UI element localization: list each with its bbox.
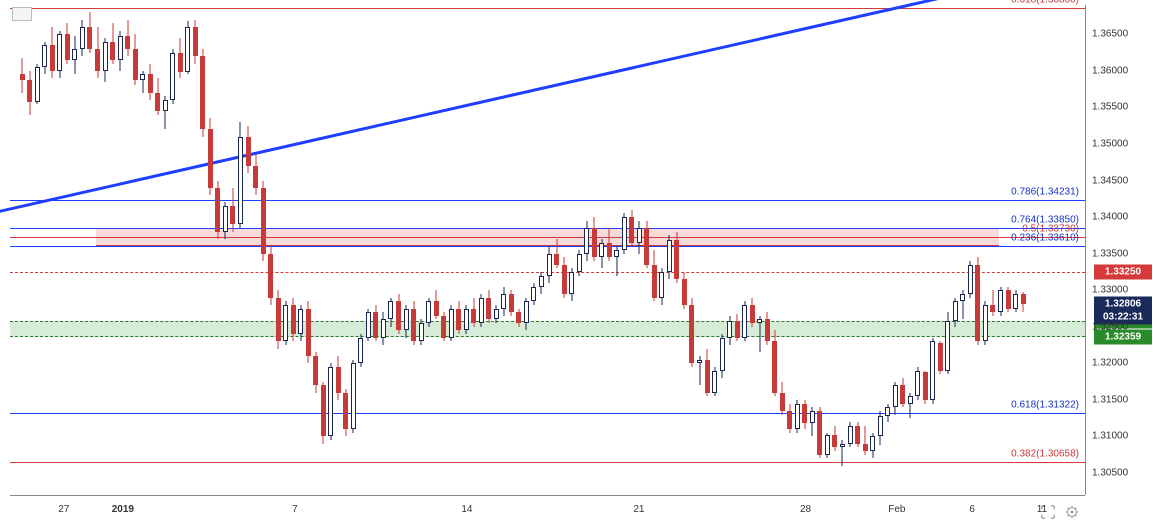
x-tick-label: Feb: [888, 504, 905, 515]
x-tick-label: 7: [292, 504, 298, 515]
fib-line: [10, 228, 1085, 229]
y-tick-label: 1.34500: [1092, 175, 1128, 186]
plot-area[interactable]: 0.618(1.36860)0.786(1.34231)0.764(1.3385…: [10, 5, 1085, 495]
x-tick-label: 21: [633, 504, 644, 515]
chart-container: 0.618(1.36860)0.786(1.34231)0.764(1.3385…: [0, 0, 1153, 523]
fib-label: 0.618(1.31322): [1011, 399, 1079, 410]
x-tick-label: 28: [800, 504, 811, 515]
timeframe-icon[interactable]: [12, 7, 32, 21]
fib-label: 0.786(1.34231): [1011, 187, 1079, 198]
fib-label: 0.618(1.36860): [1011, 0, 1079, 5]
fib-label: 0.382(1.30658): [1011, 448, 1079, 459]
y-tick-label: 1.32500: [1092, 321, 1128, 332]
fib-line: [10, 237, 1085, 238]
x-tick-label: 11: [1037, 504, 1047, 515]
y-tick-label: 1.31000: [1092, 431, 1128, 442]
fib-line: [10, 8, 1085, 9]
y-tick-label: 1.30500: [1092, 468, 1128, 479]
fib-line: [10, 462, 1085, 463]
fib-line: [10, 413, 1085, 414]
x-tick-label: 6: [969, 504, 975, 515]
y-tick-label: 1.33500: [1092, 248, 1128, 259]
y-tick-label: 1.31500: [1092, 394, 1128, 405]
y-tick-label: 1.36500: [1092, 29, 1128, 40]
y-tick-label: 1.34000: [1092, 212, 1128, 223]
green-zone: [10, 321, 1085, 338]
y-tick-label: 1.32000: [1092, 358, 1128, 369]
fib-label: 0.236(1.33610): [1011, 232, 1079, 243]
x-tick-label: 14: [461, 504, 472, 515]
y-tick-label: 1.36000: [1092, 65, 1128, 76]
x-axis: 27 2019 7 14 21 28 Feb 6 11: [10, 495, 1085, 523]
y-tick-label: 1.35500: [1092, 102, 1128, 113]
fib-line: [10, 200, 1085, 201]
x-tick-label: 27: [58, 504, 69, 515]
y-tick-label: 1.35000: [1092, 138, 1128, 149]
y-tick-label: 1.33000: [1092, 285, 1128, 296]
settings-icon[interactable]: [1065, 505, 1079, 519]
y-axis: 1.30500 1.31000 1.31500 1.32000 1.32500 1.330…: [1085, 5, 1153, 495]
x-tick-label: 2019: [112, 504, 134, 515]
trend-line: [0, 0, 999, 213]
fib-line: [10, 246, 1085, 247]
